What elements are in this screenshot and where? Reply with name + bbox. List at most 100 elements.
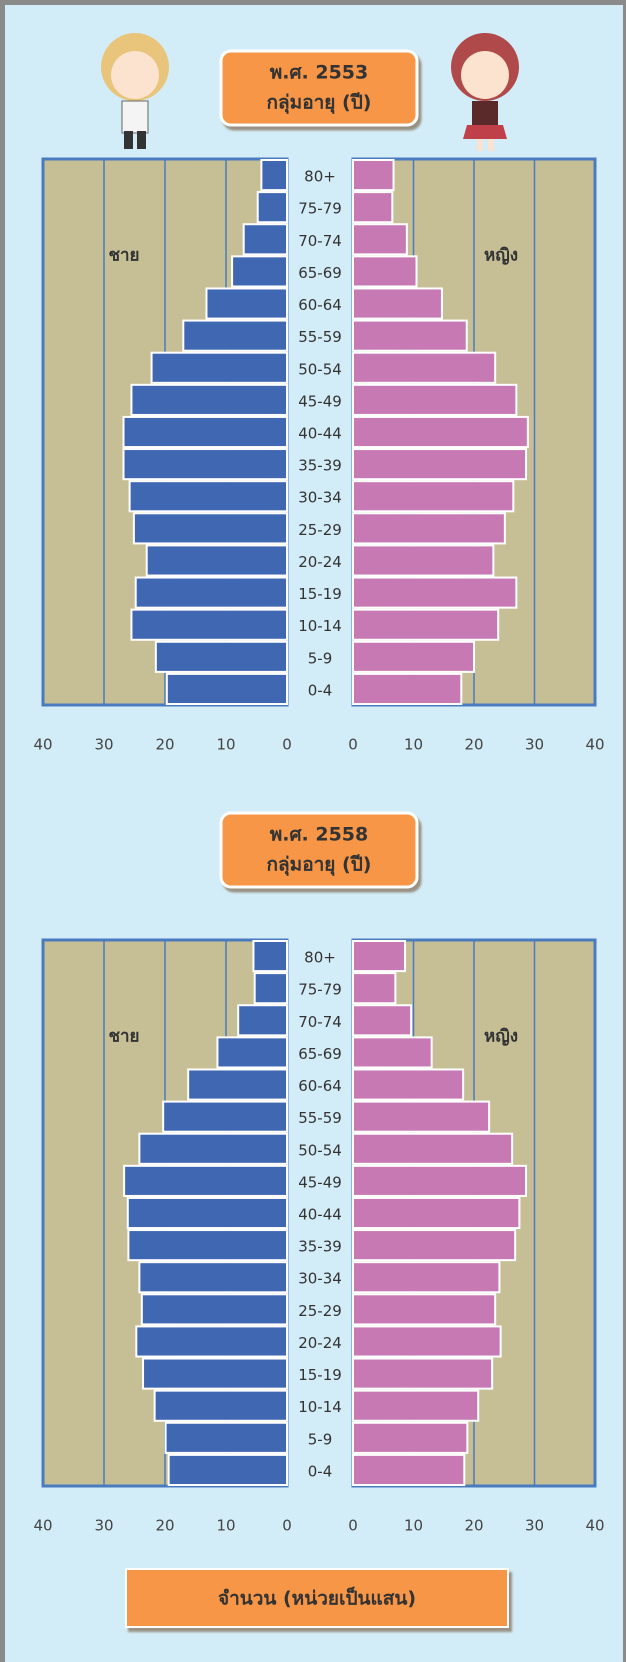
bar (130, 383, 288, 416)
category-label: 45-49 (298, 1173, 342, 1191)
x-tick-label: 20 (464, 736, 483, 754)
category-label: 20-24 (298, 1334, 342, 1352)
category-label: 40-44 (298, 425, 342, 443)
category-label: 30-34 (298, 489, 342, 507)
girl-icon (451, 33, 519, 151)
category-label: 55-59 (298, 328, 342, 346)
bar (252, 940, 288, 973)
bar (150, 351, 288, 384)
bar (352, 576, 518, 609)
bar (352, 1068, 465, 1101)
bar (352, 1196, 521, 1230)
bar (182, 319, 288, 352)
x-tick-label: 10 (404, 736, 423, 754)
bar (352, 608, 500, 641)
category-label: 80+ (304, 949, 336, 967)
bar (352, 940, 407, 973)
category-label: 60-64 (298, 296, 342, 314)
category-label: 40-44 (298, 1206, 342, 1224)
bar (352, 640, 475, 673)
bar (134, 576, 288, 609)
bar (352, 351, 497, 384)
x-tick-label: 20 (155, 736, 174, 754)
category-label: 45-49 (298, 392, 342, 410)
x-tick-label: 30 (525, 1517, 544, 1535)
category-label: 80+ (304, 168, 336, 186)
chart-subtitle: กลุ่มอายุ (ปี) (267, 854, 372, 877)
chart: จำนวน (หน่วยเป็นแสน) พ.ศ. 2553 กลุ่มอายุ … (33, 33, 605, 1628)
bar (352, 1389, 480, 1422)
bar (352, 191, 394, 224)
category-label: 50-54 (298, 1141, 342, 1159)
category-label: 10-14 (298, 617, 342, 635)
category-label: 60-64 (298, 1077, 342, 1095)
bar (216, 1036, 289, 1069)
category-label: 65-69 (298, 1045, 342, 1063)
bar (352, 1325, 502, 1358)
bar (122, 448, 288, 481)
bar (352, 480, 515, 513)
bar (154, 640, 288, 673)
category-label: 70-74 (298, 1013, 342, 1031)
bar (167, 1453, 288, 1486)
x-tick-label: 0 (348, 1517, 358, 1535)
category-label: 15-19 (298, 1366, 342, 1384)
bar (352, 1004, 413, 1037)
category-label: 75-79 (298, 981, 342, 999)
x-tick-label: 20 (464, 1517, 483, 1535)
bar (352, 448, 528, 481)
category-label: 25-29 (298, 1302, 342, 1320)
category-label: 35-39 (298, 457, 342, 475)
x-tick-label: 30 (94, 1517, 113, 1535)
bar (153, 1389, 288, 1422)
series-label: ชาย (108, 245, 139, 265)
x-tick-label: 40 (33, 1517, 52, 1535)
chart-title: พ.ศ. 2558 (270, 824, 369, 846)
bar (352, 1164, 528, 1197)
bar (352, 319, 468, 352)
bar (352, 1100, 491, 1133)
bar (352, 1229, 517, 1262)
caption: จำนวน (หน่วยเป็นแสน) (218, 1586, 416, 1610)
bar (237, 1004, 288, 1037)
category-label: 20-24 (298, 553, 342, 571)
bar (352, 512, 506, 545)
x-tick-label: 40 (585, 1517, 604, 1535)
category-label: 25-29 (298, 521, 342, 539)
category-label: 15-19 (298, 585, 342, 603)
bar (352, 255, 418, 288)
chart-subtitle: กลุ่มอายุ (ปี) (267, 92, 372, 115)
category-label: 10-14 (298, 1398, 342, 1416)
bar (352, 415, 529, 449)
bar (352, 287, 443, 320)
bar (352, 1036, 433, 1069)
category-label: 55-59 (298, 1109, 342, 1127)
bar (135, 1325, 288, 1358)
bar (352, 1357, 494, 1390)
x-tick-label: 10 (216, 1517, 235, 1535)
title-box (219, 811, 419, 889)
bar (130, 608, 288, 641)
bar (205, 287, 288, 320)
bar (352, 1293, 497, 1326)
bar (352, 1453, 466, 1486)
x-tick-label: 20 (155, 1517, 174, 1535)
category-label: 75-79 (298, 200, 342, 218)
bar (352, 383, 518, 416)
bar (138, 1132, 288, 1165)
bar (260, 159, 289, 192)
bar (352, 1421, 469, 1454)
x-tick-label: 10 (216, 736, 235, 754)
bar (253, 972, 288, 1005)
x-tick-label: 40 (585, 736, 604, 754)
bar (352, 159, 395, 192)
bar (122, 415, 288, 449)
series-label: หญิง (484, 1026, 518, 1046)
bar (132, 512, 288, 545)
category-label: 0-4 (308, 1462, 333, 1480)
category-label: 30-34 (298, 1270, 342, 1288)
x-tick-label: 10 (404, 1517, 423, 1535)
bar (352, 1132, 514, 1165)
bar (128, 480, 289, 513)
bar (162, 1100, 288, 1133)
